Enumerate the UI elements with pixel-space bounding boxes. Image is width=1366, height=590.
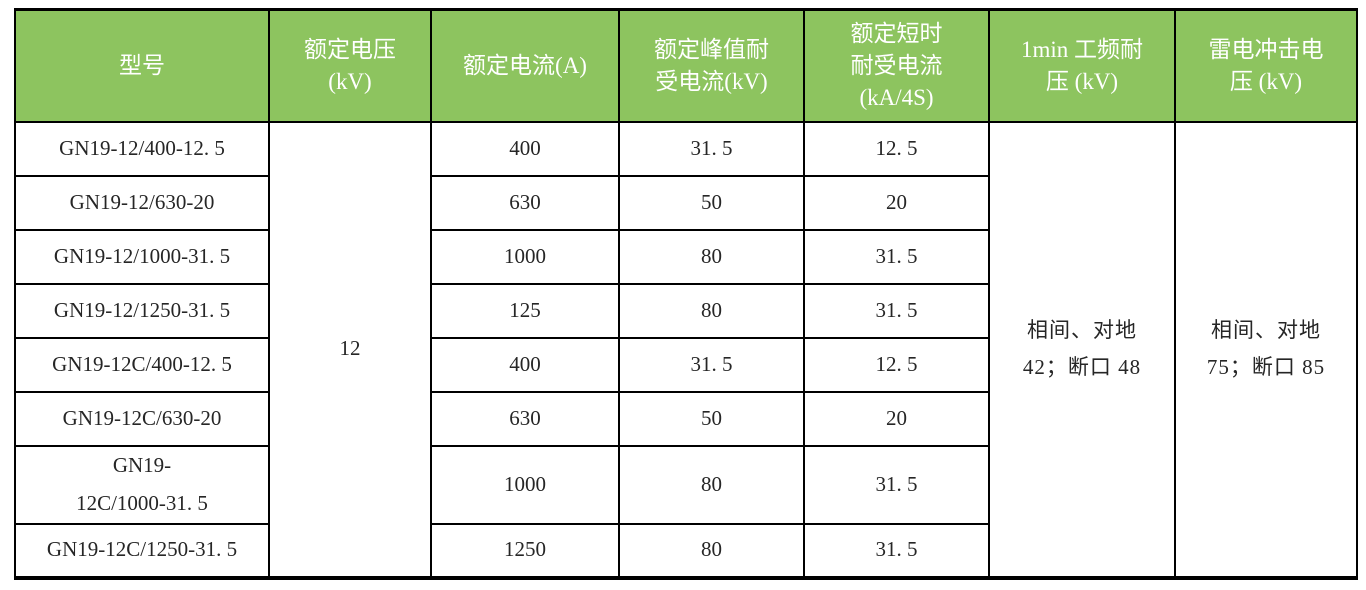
table-row: GN19-12C/630-20 630 50 20 — [14, 390, 1357, 447]
cell-short-time-withstand: 12. 5 — [803, 336, 990, 393]
cell-rated-current: 1000 — [430, 228, 620, 285]
cell-rated-voltage-merged: 12 — [268, 120, 432, 579]
header-power-frequency-voltage: 1min 工频耐 压 (kV) — [988, 8, 1176, 123]
cell-model: GN19-12/1000-31. 5 — [14, 228, 270, 285]
cell-short-time-withstand: 20 — [803, 174, 990, 231]
table-row: GN19- 12C/1000-31. 5 1000 80 31. 5 — [14, 444, 1357, 525]
cell-model: GN19-12/1250-31. 5 — [14, 282, 270, 339]
cell-rated-current: 630 — [430, 390, 620, 447]
cell-short-time-withstand: 20 — [803, 390, 990, 447]
cell-peak-withstand: 80 — [618, 444, 805, 525]
cell-model: GN19-12/400-12. 5 — [14, 120, 270, 177]
header-short-time-withstand-current: 额定短时 耐受电流 (kA/4S) — [803, 8, 990, 123]
table-row: GN19-12C/400-12. 5 400 31. 5 12. 5 — [14, 336, 1357, 393]
cell-short-time-withstand: 12. 5 — [803, 120, 990, 177]
cell-rated-current: 1000 — [430, 444, 620, 525]
cell-peak-withstand: 50 — [618, 174, 805, 231]
cell-model: GN19-12C/400-12. 5 — [14, 336, 270, 393]
cell-short-time-withstand: 31. 5 — [803, 444, 990, 525]
cell-rated-current: 630 — [430, 174, 620, 231]
cell-peak-withstand: 50 — [618, 390, 805, 447]
cell-peak-withstand: 80 — [618, 282, 805, 339]
cell-model: GN19-12/630-20 — [14, 174, 270, 231]
header-rated-voltage: 额定电压 (kV) — [268, 8, 432, 123]
table-row: GN19-12/1250-31. 5 125 80 31. 5 — [14, 282, 1357, 339]
switch-spec-table: 型号 额定电压 (kV) 额定电流(A) 额定峰值耐 受电流(kV) 额定短时 … — [14, 8, 1358, 580]
cell-rated-current: 400 — [430, 120, 620, 177]
cell-power-frequency-merged: 相间、对地 42；断口 48 — [988, 120, 1176, 579]
cell-model: GN19-12C/1250-31. 5 — [14, 522, 270, 579]
cell-model: GN19-12C/630-20 — [14, 390, 270, 447]
header-lightning-impulse-voltage: 雷电冲击电 压 (kV) — [1174, 8, 1358, 123]
cell-peak-withstand: 31. 5 — [618, 120, 805, 177]
cell-rated-current: 1250 — [430, 522, 620, 579]
table-row: GN19-12/1000-31. 5 1000 80 31. 5 — [14, 228, 1357, 285]
cell-lightning-impulse-merged: 相间、对地 75；断口 85 — [1174, 120, 1358, 579]
table-row: GN19-12/630-20 630 50 20 — [14, 174, 1357, 231]
cell-short-time-withstand: 31. 5 — [803, 228, 990, 285]
cell-model: GN19- 12C/1000-31. 5 — [14, 444, 270, 525]
cell-short-time-withstand: 31. 5 — [803, 522, 990, 579]
cell-peak-withstand: 31. 5 — [618, 336, 805, 393]
cell-peak-withstand: 80 — [618, 522, 805, 579]
header-row: 型号 额定电压 (kV) 额定电流(A) 额定峰值耐 受电流(kV) 额定短时 … — [14, 8, 1358, 123]
cell-short-time-withstand: 31. 5 — [803, 282, 990, 339]
cell-rated-current: 125 — [430, 282, 620, 339]
cell-rated-current: 400 — [430, 336, 620, 393]
header-rated-current: 额定电流(A) — [430, 8, 620, 123]
table-row: GN19-12C/1250-31. 5 1250 80 31. 5 — [14, 522, 1357, 579]
header-peak-withstand-current: 额定峰值耐 受电流(kV) — [618, 8, 805, 123]
cell-peak-withstand: 80 — [618, 228, 805, 285]
header-model: 型号 — [14, 8, 270, 123]
table-row: GN19-12/400-12. 5 12 400 31. 5 12. 5 相间、… — [14, 120, 1358, 579]
